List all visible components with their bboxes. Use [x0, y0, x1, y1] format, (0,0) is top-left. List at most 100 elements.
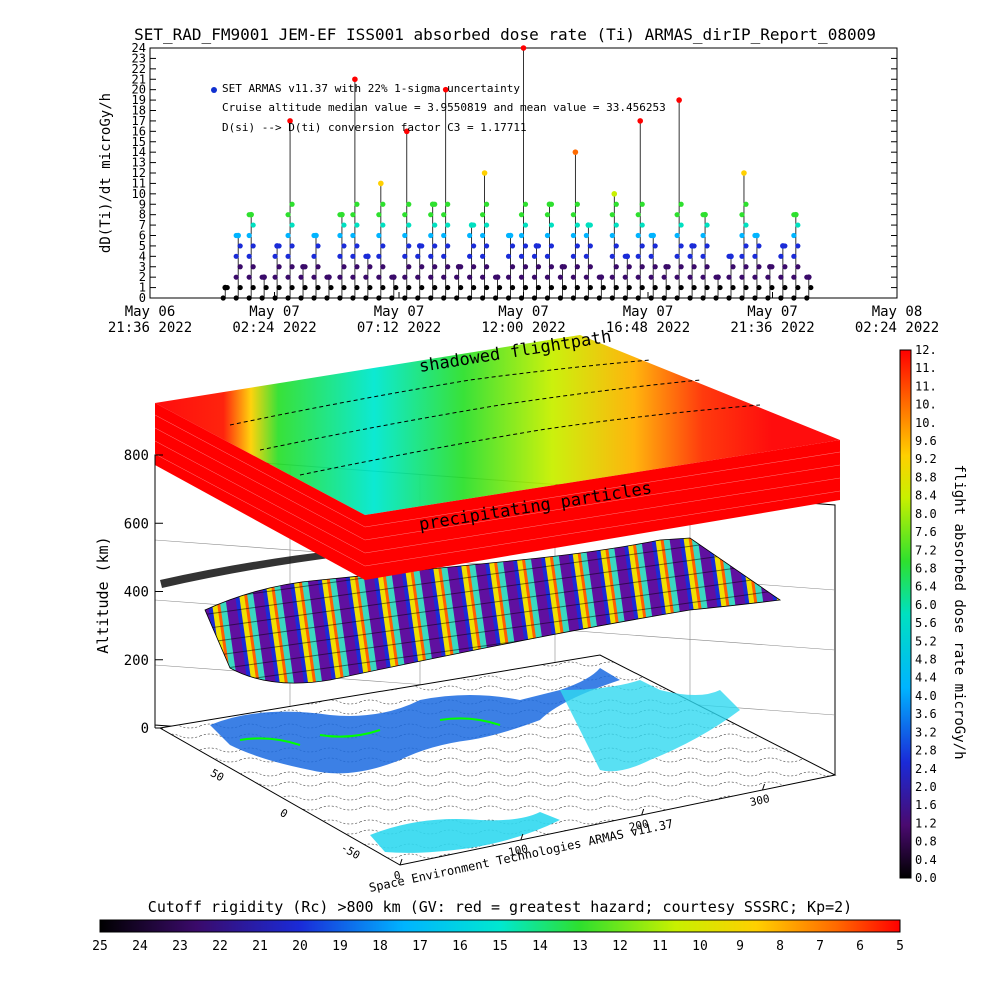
series-point: [393, 284, 399, 291]
series-point: [791, 274, 797, 280]
series-point: [428, 253, 434, 259]
series-point: [535, 284, 542, 291]
series-point: [544, 232, 551, 239]
series-point: [613, 284, 619, 291]
series-peak-point: [455, 263, 462, 270]
series-peak-point: [222, 284, 229, 291]
series-point: [285, 212, 291, 218]
series-point: [445, 243, 451, 249]
y-tick-label: 8: [139, 208, 146, 222]
series-peak-point: [637, 118, 644, 124]
top-chart: SET_RAD_FM9001 JEM-EF ISS001 absorbed do…: [98, 25, 939, 336]
annotation-median: Cruise altitude median value = 3.9550819…: [222, 101, 666, 114]
series-point: [441, 232, 447, 239]
right-colorbar-tick-label: 2.4: [915, 762, 937, 776]
series-point: [739, 232, 745, 239]
series-point: [678, 222, 684, 228]
series-point: [778, 295, 784, 301]
earth-land-shading: [239, 717, 501, 746]
series-peak-point: [300, 263, 306, 270]
bottom-colorbar-tick-label: 21: [252, 939, 268, 954]
series-point: [574, 284, 580, 291]
series-point: [341, 264, 347, 270]
y-tick-label: 23: [132, 51, 146, 65]
series-point: [652, 264, 658, 270]
altitude-tick-label: 200: [124, 653, 149, 669]
right-colorbar-tick-label: 11.: [915, 361, 937, 375]
series-point: [402, 232, 408, 239]
x-tick-time: 12:00 2022: [481, 320, 565, 336]
legend-marker: [211, 87, 217, 93]
y-tick-label: 9: [139, 197, 146, 211]
y-tick-label: 7: [139, 218, 146, 232]
right-colorbar-tick-label: 8.0: [915, 507, 937, 521]
series-point: [730, 284, 736, 291]
y-tick-label: 13: [132, 156, 146, 170]
series-point: [298, 295, 304, 301]
right-colorbar-ticks: 0.0 0.4 0.8 1.2 1.6 2.0 2.4 2.8 3.2 3.6 4.0 4.4 4.8 5…: [915, 343, 937, 885]
bottom-colorbar-label: Cutoff rigidity (Rc) >800 km (GV: red = …: [148, 898, 852, 916]
series-point: [458, 284, 464, 291]
series-point: [726, 295, 732, 301]
series-point: [613, 264, 619, 270]
series-point: [432, 243, 438, 249]
series-point: [730, 264, 736, 270]
right-colorbar-tick-label: 0.0: [915, 871, 937, 885]
series-point: [483, 201, 490, 207]
y-tick-label: 11: [132, 176, 146, 190]
right-colorbar-tick-label: 0.8: [915, 835, 937, 849]
series-point: [289, 264, 295, 270]
series-point: [432, 264, 438, 270]
series-point: [678, 243, 684, 249]
series-point: [700, 232, 706, 239]
series-point: [765, 274, 771, 280]
series-peak-point: [442, 86, 449, 93]
right-colorbar-tick-label: 10.: [915, 416, 937, 430]
altitude-axis-ticks: 0 200 400 600 800: [124, 448, 163, 737]
series-point: [674, 295, 680, 301]
series-point: [505, 253, 512, 259]
cutoff-rigidity-slab-front: [365, 440, 840, 580]
series-point: [337, 274, 343, 280]
series-peak-point: [546, 201, 553, 208]
y-tick-label: 4: [139, 249, 146, 263]
series-point: [661, 274, 667, 280]
series-point: [415, 253, 421, 259]
series-point: [315, 284, 321, 291]
series-point: [402, 295, 408, 301]
series-peak-point: [391, 274, 397, 280]
altitude-tick-label: 800: [124, 448, 149, 464]
series-point: [795, 222, 801, 228]
x-tick-day: May 08: [872, 304, 923, 320]
right-colorbar-tick-label: 7.2: [915, 543, 937, 557]
annotation-conversion: D(si) --> D(ti) conversion factor C3 = 1…: [222, 121, 527, 134]
bottom-colorbar-tick-label: 11: [652, 939, 668, 954]
series-point: [220, 295, 226, 301]
bottom-colorbar-tick-label: 23: [172, 939, 188, 954]
series-peak-point: [572, 149, 579, 155]
series-point: [609, 253, 615, 259]
series-point: [479, 212, 486, 218]
series-point: [311, 274, 317, 280]
series-point: [561, 284, 568, 291]
series-point: [509, 284, 516, 291]
series-point: [415, 295, 421, 301]
series-point: [233, 253, 239, 259]
series-point: [363, 274, 369, 280]
y-tick-label: 12: [132, 166, 146, 180]
series-point: [713, 295, 719, 301]
series-peak-point: [378, 180, 384, 187]
right-colorbar-tick-label: 5.6: [915, 616, 937, 630]
series-point: [795, 243, 801, 249]
series-point: [419, 284, 425, 291]
series-point: [743, 201, 749, 207]
x-tick-day: May 07: [623, 304, 674, 320]
top-y-axis-label: dD(Ti)/dt microGy/h: [98, 93, 114, 253]
bottom-colorbar-tick-label: 24: [132, 939, 148, 954]
right-colorbar-tick-label: 5.2: [915, 634, 937, 648]
right-colorbar-tick-label: 8.4: [915, 489, 937, 503]
series-point: [445, 284, 451, 291]
series-point: [743, 222, 749, 228]
